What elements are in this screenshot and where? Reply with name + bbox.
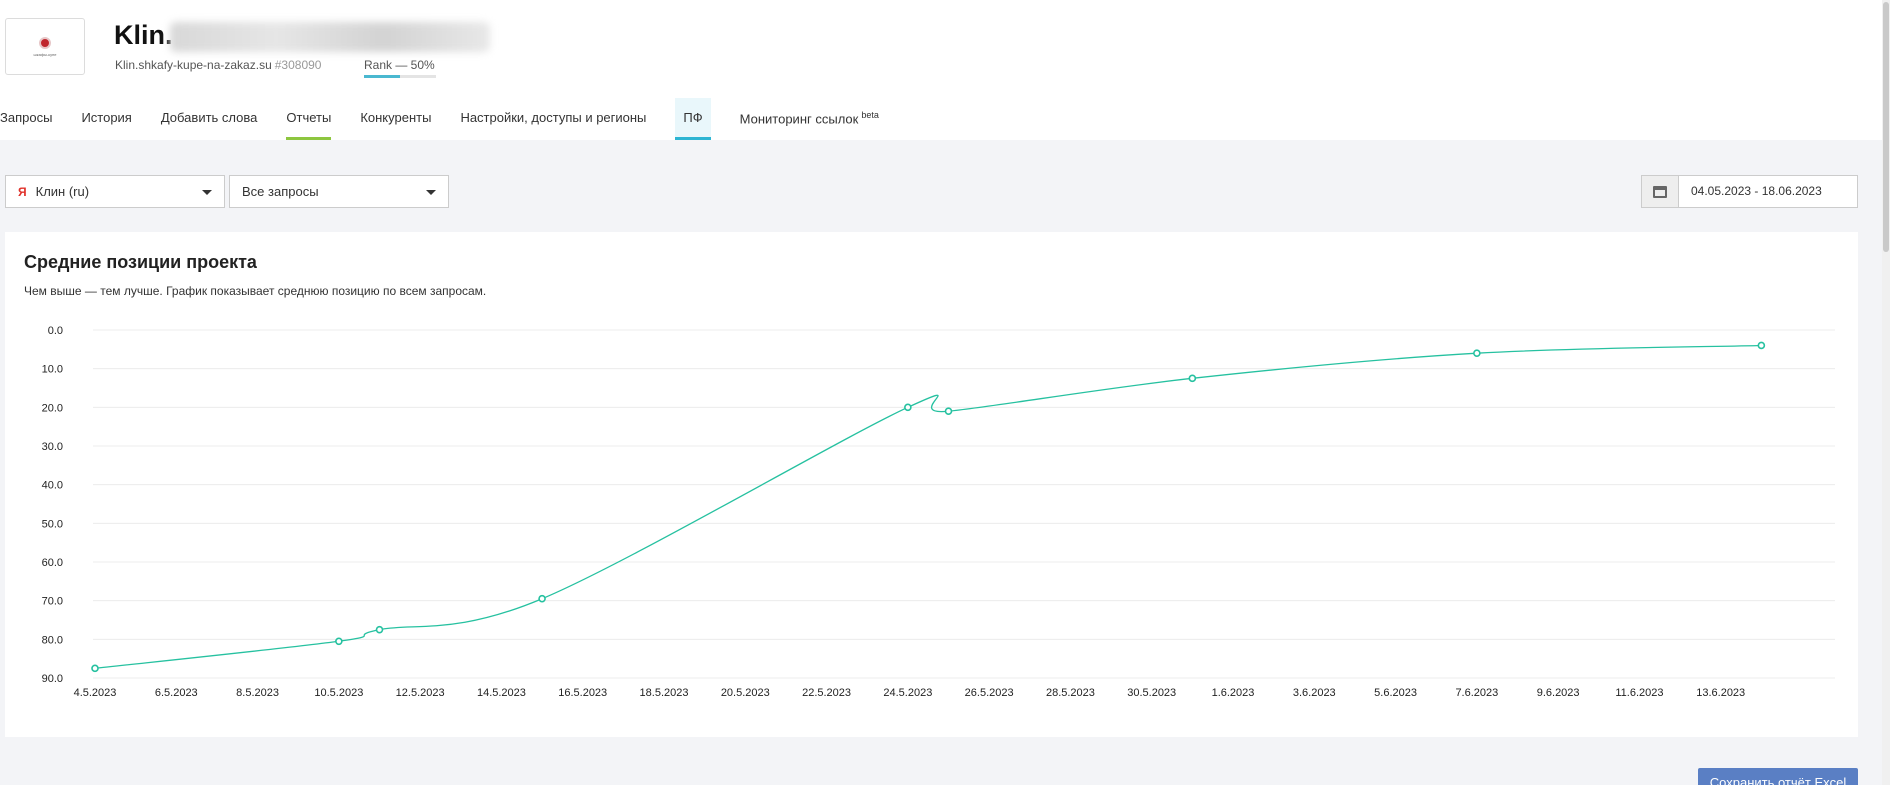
x-tick-label: 18.5.2023 [640,687,689,699]
x-tick-label: 24.5.2023 [883,687,932,699]
y-tick-label: 60.0 [42,557,63,569]
project-id: #308090 [274,58,322,72]
tab-link-monitoring[interactable]: Мониторинг ссылок beta [740,98,879,140]
data-point [904,403,912,412]
data-point [538,594,546,603]
beta-badge: beta [861,110,879,120]
x-tick-label: 10.5.2023 [314,687,363,699]
yandex-icon: Я [18,184,27,199]
x-tick-label: 14.5.2023 [477,687,526,699]
data-point [1473,349,1481,357]
date-range-value[interactable]: 04.05.2023 - 18.06.2023 [1691,184,1822,198]
y-tick-label: 90.0 [42,673,63,685]
region-select-value: Клин (ru) [35,184,90,199]
y-tick-label: 10.0 [42,364,63,376]
chevron-down-icon [426,190,436,195]
blurred-title-region [170,22,490,52]
x-tick-label: 7.6.2023 [1455,687,1498,699]
x-tick-label: 8.5.2023 [236,687,279,699]
x-tick-label: 3.6.2023 [1293,687,1336,699]
y-tick-label: 0.0 [48,325,63,337]
x-tick-label: 12.5.2023 [396,687,445,699]
x-tick-label: 30.5.2023 [1127,687,1176,699]
x-tick-label: 22.5.2023 [802,687,851,699]
project-header: шкафы-купе Klin. Klin.shkafy-kupe-na-zak… [0,0,1890,140]
x-tick-label: 4.5.2023 [74,687,117,699]
tab-reports[interactable]: Отчеты [286,98,331,140]
tab-link-monitoring-label: Мониторинг ссылок [739,111,859,127]
average-positions-chart: 0.0 10.0 20.0 30.0 40.0 50.0 60.0 70.0 80.0 90.0 4… [42,325,1835,699]
queries-select-value: Все запросы [242,184,319,199]
x-tick-label: 20.5.2023 [721,687,770,699]
x-tick-label: 5.6.2023 [1374,687,1417,699]
x-tick-label: 28.5.2023 [1046,687,1095,699]
x-tick-label: 16.5.2023 [558,687,607,699]
tab-pf[interactable]: ПФ [675,98,711,140]
date-range-picker[interactable]: 04.05.2023 - 18.06.2023 [1641,175,1858,208]
scrollbar-thumb[interactable] [1883,2,1889,252]
rank-progress-bar [364,75,436,78]
y-tick-label: 80.0 [42,634,63,646]
x-tick-label: 1.6.2023 [1212,687,1255,699]
chevron-down-icon [202,190,212,195]
y-tick-label: 50.0 [42,518,63,530]
rank-label: Rank — 50% [364,58,435,72]
y-tick-label: 20.0 [42,402,63,414]
data-point [1757,341,1766,350]
x-tick-label: 13.6.2023 [1696,687,1745,699]
card-title: Средние позиции проекта [24,252,257,272]
project-domain[interactable]: Klin.shkafy-kupe-na-zakaz.su [115,58,272,72]
page-scrollbar[interactable] [1882,0,1890,785]
average-positions-card: 0.0 10.0 20.0 30.0 40.0 50.0 60.0 70.0 80.0 90.0 4… [5,232,1858,737]
calendar-button[interactable] [1642,176,1679,207]
data-point [1188,374,1197,383]
logo-mark-icon [39,36,51,49]
x-tick-label: 9.6.2023 [1537,687,1580,699]
card-subtitle: Чем выше — тем лучше. График показывает … [24,284,487,298]
tab-history[interactable]: История [81,110,132,125]
calendar-icon [1653,185,1667,198]
project-domain-line: Klin.shkafy-kupe-na-zakaz.su #308090 [115,58,321,72]
tab-queries[interactable]: Запросы [0,110,53,125]
region-select[interactable]: Я Клин (ru) [5,175,225,208]
save-excel-button[interactable]: Сохранить отчёт Excel [1698,768,1858,785]
tab-competitors[interactable]: Конкуренты [360,110,432,125]
data-point [91,664,99,673]
data-point [944,407,953,415]
data-point [335,637,343,646]
project-title: Klin. [114,20,173,50]
tab-bar: Запросы История Добавить слова Отчеты Ко… [0,98,908,140]
y-tick-label: 70.0 [42,596,63,608]
series-line [94,344,1762,669]
x-tick-label: 11.6.2023 [1615,687,1663,699]
y-tick-label: 40.0 [42,480,63,492]
queries-select[interactable]: Все запросы [229,175,449,208]
x-tick-label: 6.5.2023 [155,687,198,699]
y-tick-label: 30.0 [42,441,63,453]
x-tick-label: 26.5.2023 [965,687,1014,699]
logo-caption: шкафы-купе [33,51,57,57]
data-point [375,625,384,634]
rank-progress-fill [364,75,400,78]
tab-settings[interactable]: Настройки, доступы и регионы [460,110,647,125]
project-logo[interactable]: шкафы-купе [5,18,85,75]
tab-add-words[interactable]: Добавить слова [160,110,258,125]
